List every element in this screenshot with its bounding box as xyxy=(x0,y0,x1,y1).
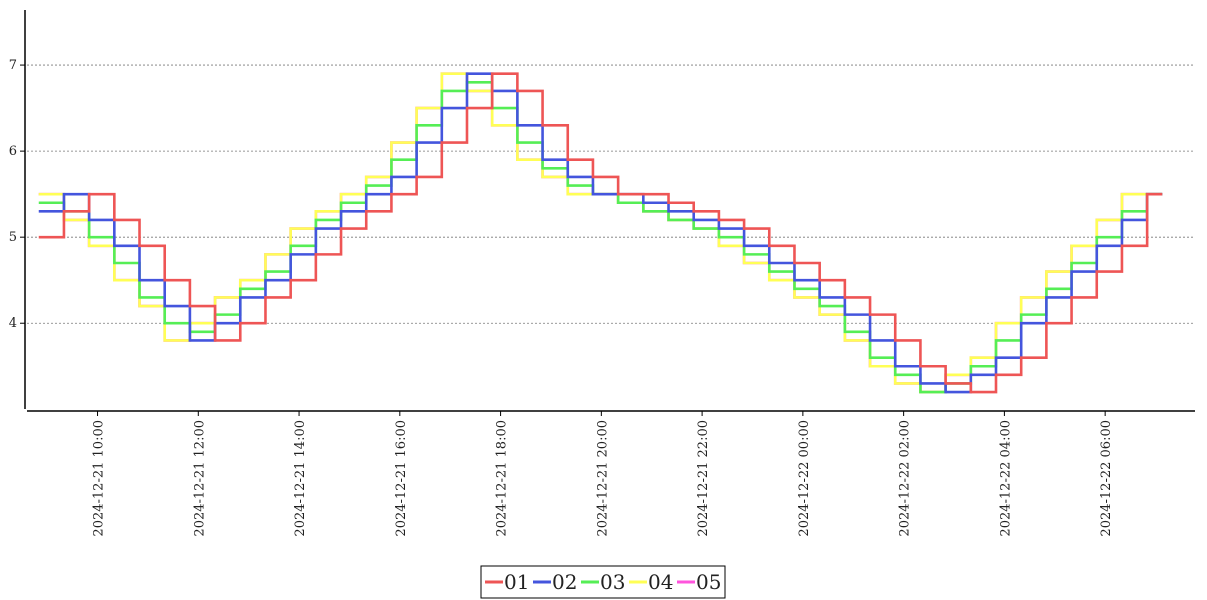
x-tick-label: 2024-12-22 02:00 xyxy=(898,420,913,537)
series-line xyxy=(38,72,1163,394)
x-tick-label: 2024-12-21 22:00 xyxy=(696,420,711,537)
legend: 01 02 03 04 05 xyxy=(480,565,726,599)
legend-label: 05 xyxy=(696,570,721,594)
x-tick-label: 2024-12-21 20:00 xyxy=(595,420,610,537)
legend-label: 03 xyxy=(600,570,625,594)
x-tick-label: 2024-12-21 18:00 xyxy=(495,420,510,537)
y-tick-label: 7 xyxy=(9,58,17,73)
ticks: 4 5 6 7 2024-12-21 10:00 2024-12-21 12:00 2024… xyxy=(9,58,1114,536)
y-tick-label: 5 xyxy=(9,230,17,245)
x-tick-label: 2024-12-21 10:00 xyxy=(92,420,107,537)
plot xyxy=(38,72,1163,394)
series-line xyxy=(38,72,1163,394)
legend-label: 01 xyxy=(504,570,529,594)
x-tick-label: 2024-12-22 06:00 xyxy=(1099,420,1114,537)
y-tick-label: 6 xyxy=(9,144,17,159)
series-line xyxy=(38,72,1163,394)
x-tick-label: 2024-12-21 14:00 xyxy=(293,420,308,537)
x-tick-label: 2024-12-22 00:00 xyxy=(797,420,812,537)
x-tick-label: 2024-12-22 04:00 xyxy=(998,420,1013,537)
legend-label: 02 xyxy=(552,570,577,594)
y-tick-label: 4 xyxy=(9,316,17,331)
legend-label: 04 xyxy=(648,570,673,594)
series-line xyxy=(38,72,1163,394)
x-tick-label: 2024-12-21 12:00 xyxy=(192,420,207,537)
x-tick-label: 2024-12-21 16:00 xyxy=(394,420,409,537)
